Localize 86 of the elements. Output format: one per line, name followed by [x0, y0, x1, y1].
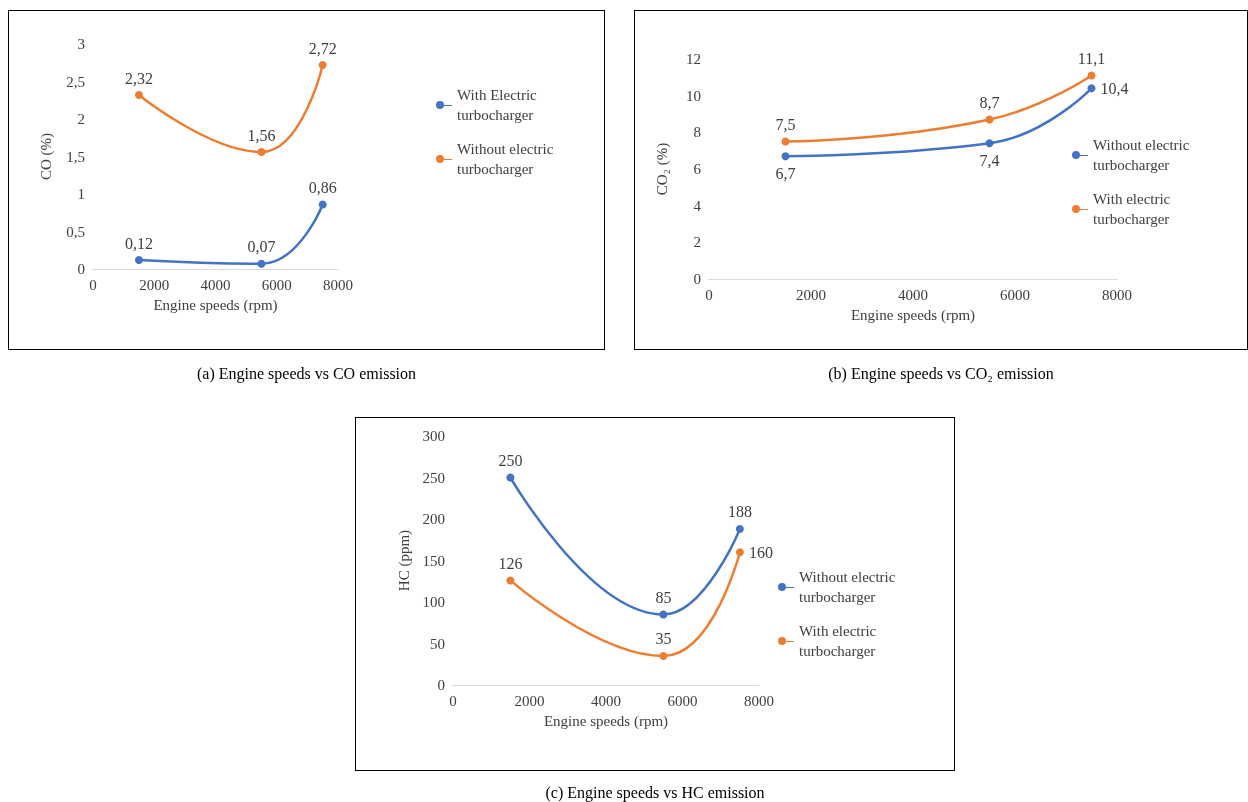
point	[659, 651, 668, 660]
data-label: 0,86	[308, 179, 337, 196]
data-label: 7,5	[775, 116, 796, 133]
x-tick-label: 0	[449, 692, 457, 709]
x-tick-label: 0	[705, 286, 713, 303]
x-tick-label: 2000	[514, 692, 545, 709]
point	[506, 473, 515, 482]
x-axis-title: Engine speeds (rpm)	[153, 296, 278, 314]
point	[506, 576, 515, 585]
data-label: 126	[498, 554, 523, 572]
point	[659, 610, 668, 619]
point	[735, 548, 744, 557]
data-label: 6,7	[775, 164, 796, 182]
y-tick-label: 10	[686, 87, 701, 104]
y-tick-label: 200	[422, 511, 445, 527]
y-tick-label: 12	[686, 51, 701, 67]
x-tick-label: 8000	[1102, 286, 1132, 303]
data-label: 11,1	[1077, 50, 1106, 67]
x-tick-label: 6000	[1000, 286, 1030, 303]
point	[257, 259, 266, 268]
y-tick-label: 3	[77, 36, 85, 52]
data-label: 1,56	[247, 126, 276, 144]
text: (a) Engine speeds vs CO emission	[196, 364, 417, 383]
y-axis-title: CO₂ (%)	[653, 142, 671, 196]
x-tick-label: 6000	[261, 276, 292, 293]
x-tick-label: 6000	[667, 692, 698, 709]
y-axis-title: HC (ppm)	[396, 529, 414, 592]
y-tick-label: 1	[77, 186, 85, 202]
point	[1087, 71, 1096, 80]
y-tick-label: 6	[693, 161, 702, 177]
y-tick-label: 4	[693, 197, 702, 214]
text: (b) Engine speeds vs CO₂ emission	[828, 364, 1054, 383]
y-tick-label: 300	[422, 428, 445, 444]
point	[1087, 84, 1096, 93]
point	[318, 200, 327, 209]
legend-label: With electric turbocharger	[1093, 191, 1175, 227]
point	[985, 115, 994, 124]
y-tick-label: 100	[422, 594, 445, 610]
y-tick-label: 150	[422, 552, 445, 569]
point	[134, 256, 143, 264]
legend-label: With electric turbocharger	[799, 623, 881, 659]
legend-label: Without electric turbocharger	[1093, 137, 1194, 173]
point	[781, 152, 790, 161]
legend-label: With Electric turbocharger	[457, 87, 541, 123]
data-label: 0,12	[124, 234, 153, 252]
legend-label: Without electric turbocharger	[457, 141, 558, 177]
point	[134, 91, 143, 99]
y-tick-label: 8	[693, 124, 701, 141]
x-tick-label: 4000	[898, 286, 928, 303]
x-tick-label: 2000	[139, 276, 170, 293]
y-tick-label: 0	[437, 677, 445, 693]
legend-label: Without electric turbocharger	[799, 569, 900, 605]
data-label: 35	[655, 630, 672, 648]
x-axis-title: Engine speeds (rpm)	[543, 712, 669, 730]
y-tick-label: 2	[77, 111, 85, 127]
x-tick-label: 8000	[744, 692, 774, 709]
point	[257, 148, 266, 156]
x-tick-label: 8000	[323, 276, 353, 293]
data-label: 0,07	[247, 238, 276, 256]
x-tick-label: 2000	[796, 286, 826, 303]
text: (c) Engine speeds vs HC emission	[545, 783, 765, 802]
point	[318, 61, 327, 69]
y-tick-label: 2,5	[66, 73, 85, 90]
y-tick-label: 50	[430, 635, 445, 652]
data-label: 7,4	[979, 151, 1000, 169]
x-tick-label: 4000	[200, 276, 231, 293]
data-label: 2,72	[308, 39, 337, 57]
data-label: 250	[498, 452, 523, 469]
data-label: 85	[655, 588, 672, 606]
data-label: 2,32	[124, 69, 153, 87]
y-tick-label: 250	[422, 469, 445, 486]
data-label: 8,7	[979, 94, 1000, 111]
point	[735, 524, 744, 533]
data-label: 160	[748, 543, 773, 561]
data-label: 188	[727, 503, 752, 521]
y-tick-label: 2	[693, 234, 701, 251]
point	[781, 137, 790, 146]
y-tick-label: 0	[77, 261, 85, 277]
y-tick-label: 0,5	[66, 223, 85, 240]
x-axis-title: Engine speeds (rpm)	[850, 306, 976, 324]
data-label: 10,4	[1100, 79, 1129, 97]
y-axis-title: CO (%)	[37, 132, 55, 181]
y-tick-label: 1,5	[66, 148, 85, 165]
point	[985, 139, 994, 148]
x-tick-label: 0	[89, 276, 97, 293]
x-tick-label: 4000	[591, 692, 621, 709]
